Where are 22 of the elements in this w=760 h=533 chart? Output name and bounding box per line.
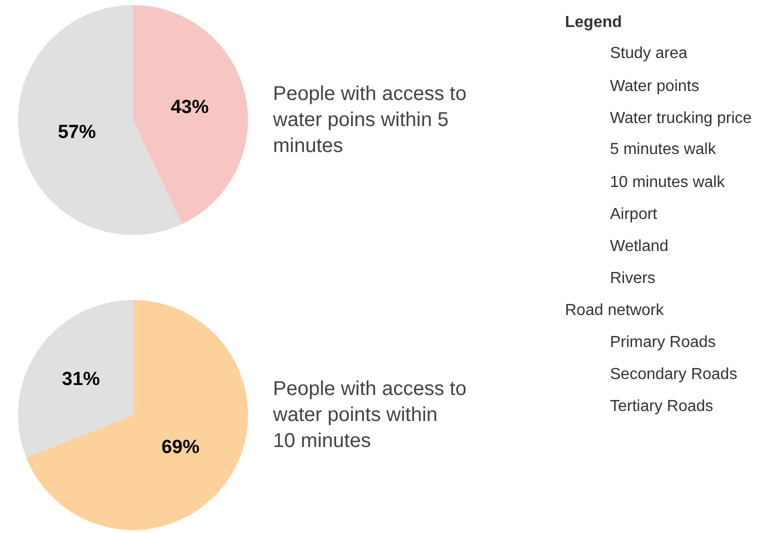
pie-slice	[26, 300, 248, 530]
text: 5 minutes walk	[610, 141, 717, 158]
text: People with access to water points within 10 minutes	[272, 378, 466, 452]
text: Legend	[565, 14, 622, 31]
data-label: 43%	[170, 96, 209, 118]
text: Study area	[610, 45, 688, 62]
text: Water points	[610, 78, 700, 95]
text: 10 minutes walk	[610, 174, 726, 191]
text: Rivers	[610, 270, 656, 287]
text: People with access to water poins within 5 minutes	[272, 83, 466, 157]
text: Water trucking price	[610, 110, 752, 127]
text: Wetland	[610, 238, 668, 255]
data-label: 31%	[62, 369, 100, 390]
pie-slice	[18, 300, 133, 458]
text: Tertiary Roads	[610, 398, 714, 415]
data-label: 57%	[58, 122, 96, 144]
text: Secondary Roads	[610, 366, 738, 383]
text: Primary Roads	[610, 334, 716, 351]
text: Road network	[565, 302, 665, 319]
pie-slice	[133, 5, 248, 224]
data-label: 69%	[161, 436, 200, 458]
text: Airport	[610, 206, 658, 223]
